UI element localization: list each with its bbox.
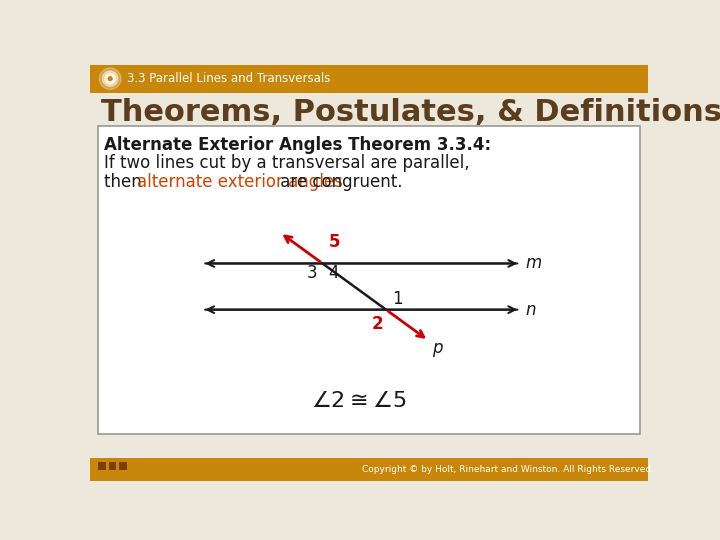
Bar	[120, 462, 127, 470]
Text: p: p	[432, 339, 442, 357]
Bar	[163, 462, 171, 470]
Text: Theorems, Postulates, & Definitions: Theorems, Postulates, & Definitions	[101, 98, 720, 127]
Bar	[109, 462, 117, 470]
Text: Alternate Exterior Angles Theorem 3.3.4:: Alternate Exterior Angles Theorem 3.3.4:	[104, 136, 491, 154]
Bar	[174, 462, 181, 470]
Text: 3: 3	[307, 265, 318, 282]
Text: n: n	[526, 301, 536, 319]
Bar	[184, 462, 192, 470]
Text: $\angle 2 \cong \angle 5$: $\angle 2 \cong \angle 5$	[311, 390, 407, 411]
Circle shape	[99, 68, 121, 90]
Bar	[217, 462, 225, 470]
Bar	[130, 462, 138, 470]
Text: 5: 5	[329, 233, 341, 251]
Text: are congruent.: are congruent.	[275, 173, 402, 191]
Bar	[141, 462, 149, 470]
Bar	[206, 462, 214, 470]
Text: 3.3 Parallel Lines and Transversals: 3.3 Parallel Lines and Transversals	[127, 72, 330, 85]
Circle shape	[108, 77, 112, 80]
Bar	[195, 462, 203, 470]
Text: Copyright © by Holt, Rinehart and Winston. All Rights Reserved.: Copyright © by Holt, Rinehart and Winsto…	[362, 464, 654, 474]
Text: If two lines cut by a transversal are parallel,: If two lines cut by a transversal are pa…	[104, 154, 469, 172]
Circle shape	[104, 73, 116, 84]
Text: alternate exterior angles: alternate exterior angles	[138, 173, 343, 191]
Bar	[152, 462, 160, 470]
Circle shape	[107, 76, 113, 82]
Text: then: then	[104, 173, 147, 191]
Text: m: m	[526, 254, 541, 273]
Bar	[90, 457, 648, 481]
Bar	[98, 462, 106, 470]
Text: 1: 1	[392, 290, 403, 308]
Bar	[98, 126, 640, 434]
Text: 4: 4	[329, 265, 339, 282]
Text: 2: 2	[372, 314, 384, 333]
Circle shape	[102, 71, 118, 86]
Bar	[90, 65, 648, 92]
